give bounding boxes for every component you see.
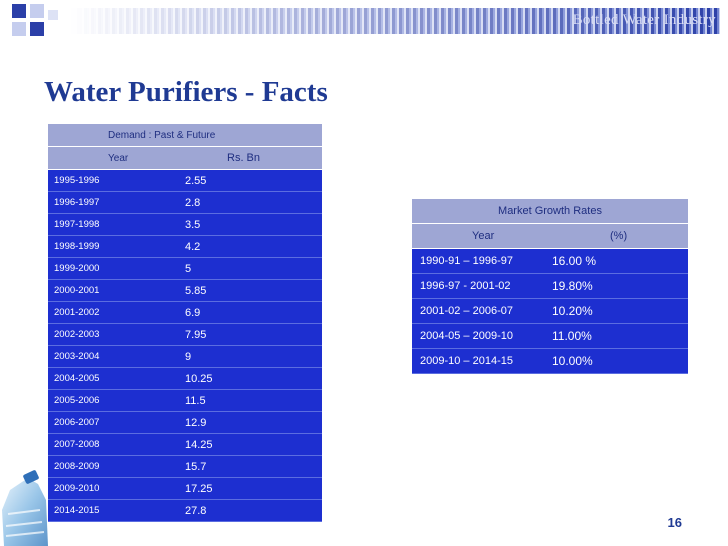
demand-value-cell: 6.9 (185, 301, 322, 324)
table-row: 1998-1999 4.2 (48, 235, 322, 258)
growth-year-cell: 1996-97 - 2001-02 (412, 273, 550, 299)
header-banner (70, 8, 720, 34)
growth-year-cell: 2009-10 – 2014-15 (412, 348, 550, 374)
growth-value-cell: 10.20% (550, 298, 688, 324)
table-row: 2007-2008 14.25 (48, 433, 322, 456)
demand-year-cell: 1996-1997 (48, 191, 185, 214)
demand-year-cell: 1995-1996 (48, 169, 185, 192)
table-row: 2002-2003 7.95 (48, 323, 322, 346)
growth-year-cell: 2001-02 – 2006-07 (412, 298, 550, 324)
demand-value-cell: 11.5 (185, 389, 322, 412)
table-row: 2006-2007 12.9 (48, 411, 322, 434)
demand-year-cell: 2000-2001 (48, 279, 185, 302)
growth-year-cell: 1990-91 – 1996-97 (412, 248, 550, 274)
demand-year-cell: 2004-2005 (48, 367, 185, 390)
demand-value-cell: 14.25 (185, 433, 322, 456)
demand-year-cell: 2008-2009 (48, 455, 185, 478)
growth-table: Market Growth Rates Year (%) 1990-91 – 1… (412, 199, 688, 374)
demand-value-cell: 12.9 (185, 411, 322, 434)
demand-value-cell: 5 (185, 257, 322, 280)
demand-value-cell: 17.25 (185, 477, 322, 500)
table-row: 2001-02 – 2006-07 10.20% (412, 298, 688, 324)
demand-year-cell: 1997-1998 (48, 213, 185, 236)
table-row: 2008-2009 15.7 (48, 455, 322, 478)
table-row: 2003-2004 9 (48, 345, 322, 368)
demand-value-cell: 10.25 (185, 367, 322, 390)
page-title: Water Purifiers - Facts (44, 76, 328, 108)
growth-value-cell: 11.00% (550, 323, 688, 349)
growth-table-heading: Market Growth Rates (412, 199, 688, 224)
demand-year-cell: 2002-2003 (48, 323, 185, 346)
demand-col-value: Rs. Bn (185, 146, 322, 170)
table-row: 2001-2002 6.9 (48, 301, 322, 324)
demand-year-cell: 2014-2015 (48, 499, 185, 522)
demand-col-year: Year (48, 146, 185, 170)
table-row: 1997-1998 3.5 (48, 213, 322, 236)
logo-squares (6, 0, 64, 46)
demand-value-cell: 5.85 (185, 279, 322, 302)
demand-value-cell: 7.95 (185, 323, 322, 346)
table-row: 2009-10 – 2014-15 10.00% (412, 348, 688, 374)
demand-value-cell: 2.55 (185, 169, 322, 192)
demand-value-cell: 4.2 (185, 235, 322, 258)
table-row: 2005-2006 11.5 (48, 389, 322, 412)
growth-table-header-row: Year (%) (412, 223, 688, 249)
demand-value-cell: 2.8 (185, 191, 322, 214)
demand-year-cell: 1998-1999 (48, 235, 185, 258)
demand-table: Demand : Past & Future Year Rs. Bn 1995-… (48, 124, 322, 522)
growth-table-heading-row: Market Growth Rates (412, 199, 688, 224)
demand-value-cell: 3.5 (185, 213, 322, 236)
table-row: 1995-1996 2.55 (48, 169, 322, 192)
table-row: 2004-2005 10.25 (48, 367, 322, 390)
demand-table-heading: Demand : Past & Future (48, 124, 322, 147)
demand-year-cell: 2005-2006 (48, 389, 185, 412)
table-row: 1999-2000 5 (48, 257, 322, 280)
demand-year-cell: 2006-2007 (48, 411, 185, 434)
banner-text: Bottled Water Industry (572, 12, 716, 28)
growth-col-year: Year (412, 223, 550, 249)
table-row: 2014-2015 27.8 (48, 499, 322, 522)
table-row: 2004-05 – 2009-10 11.00% (412, 323, 688, 349)
demand-value-cell: 9 (185, 345, 322, 368)
table-row: 1996-1997 2.8 (48, 191, 322, 214)
demand-year-cell: 2003-2004 (48, 345, 185, 368)
table-row: 2009-2010 17.25 (48, 477, 322, 500)
demand-table-heading-row: Demand : Past & Future (48, 124, 322, 147)
demand-year-cell: 2009-2010 (48, 477, 185, 500)
growth-col-value: (%) (550, 223, 688, 249)
table-row: 2000-2001 5.85 (48, 279, 322, 302)
growth-value-cell: 19.80% (550, 273, 688, 299)
growth-value-cell: 10.00% (550, 348, 688, 374)
growth-value-cell: 16.00 % (550, 248, 688, 274)
demand-value-cell: 27.8 (185, 499, 322, 522)
demand-year-cell: 2001-2002 (48, 301, 185, 324)
demand-table-header-row: Year Rs. Bn (48, 146, 322, 170)
page-number: 16 (667, 515, 682, 530)
demand-value-cell: 15.7 (185, 455, 322, 478)
water-bottle-image (2, 470, 48, 546)
table-row: 1996-97 - 2001-02 19.80% (412, 273, 688, 299)
demand-year-cell: 2007-2008 (48, 433, 185, 456)
table-row: 1990-91 – 1996-97 16.00 % (412, 248, 688, 274)
demand-year-cell: 1999-2000 (48, 257, 185, 280)
growth-year-cell: 2004-05 – 2009-10 (412, 323, 550, 349)
